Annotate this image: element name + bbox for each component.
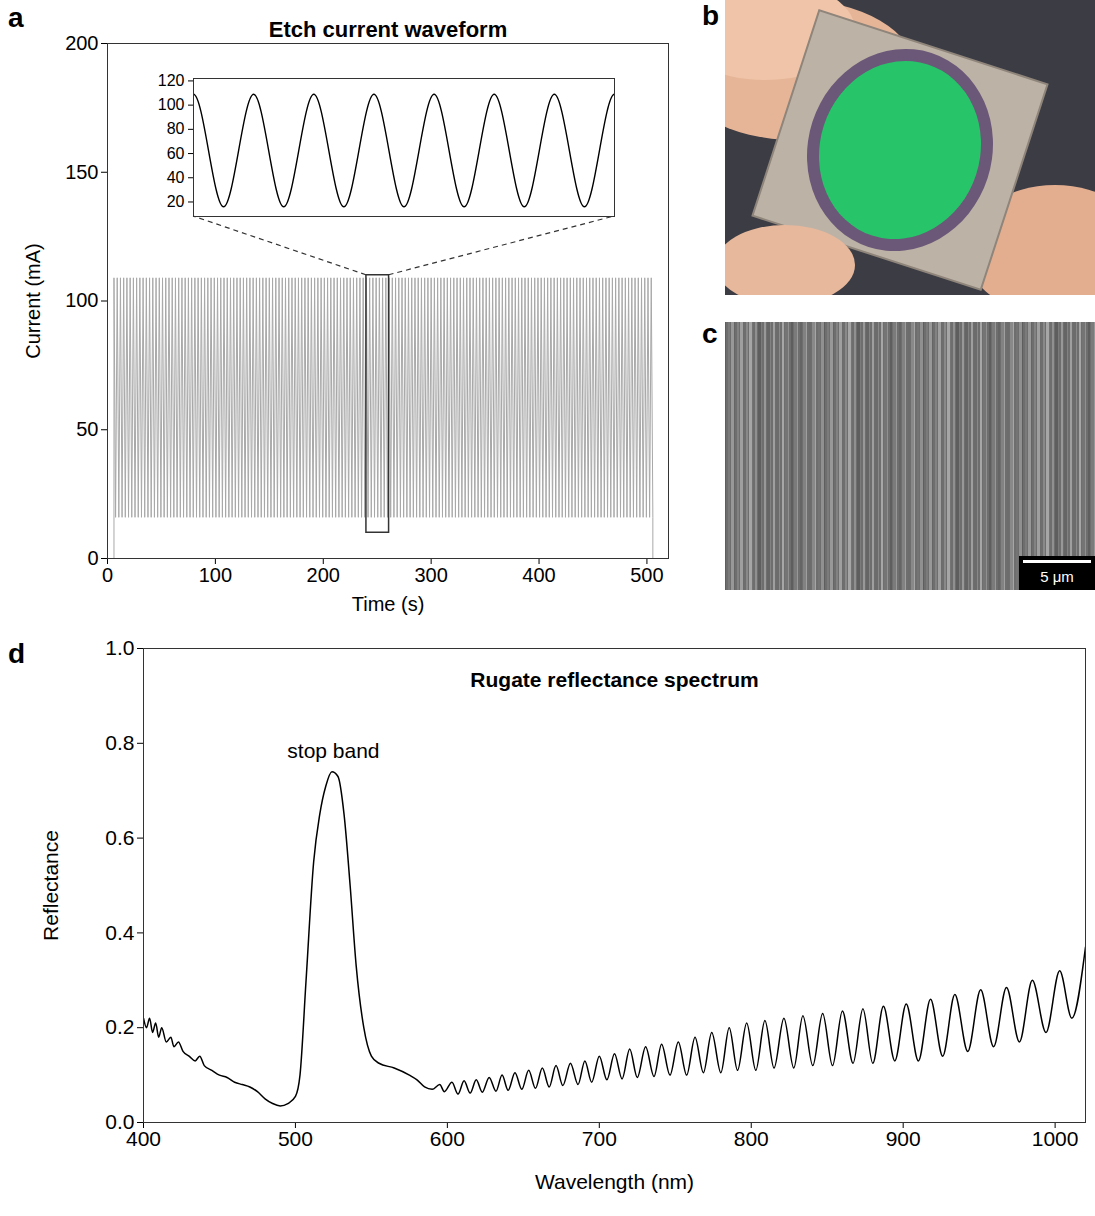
svg-text:400: 400 [126,1127,161,1150]
svg-text:500: 500 [630,564,663,586]
svg-text:stop band: stop band [287,739,379,762]
svg-text:1.0: 1.0 [105,636,134,659]
svg-text:100: 100 [199,564,232,586]
svg-text:Reflectance: Reflectance [39,830,62,941]
svg-text:0: 0 [87,547,98,569]
svg-text:Time (s): Time (s) [352,593,425,615]
svg-text:0.2: 0.2 [105,1015,134,1038]
svg-text:Etch current waveform: Etch current waveform [269,17,507,42]
svg-text:1000: 1000 [1032,1127,1079,1150]
svg-text:Current (mA): Current (mA) [22,243,44,359]
svg-text:600: 600 [430,1127,465,1150]
svg-text:5 μm: 5 μm [1040,568,1074,585]
svg-text:0.8: 0.8 [105,731,134,754]
svg-text:120: 120 [158,72,185,89]
html-text:b: b [702,0,720,31]
svg-text:100: 100 [65,289,98,311]
html-text:c: c [702,318,718,349]
svg-text:20: 20 [167,193,185,210]
svg-text:Wavelength (nm): Wavelength (nm) [535,1170,694,1193]
svg-text:Rugate reflectance spectrum: Rugate reflectance spectrum [470,668,758,691]
svg-text:0.0: 0.0 [105,1110,135,1134]
svg-text:900: 900 [886,1127,921,1150]
svg-text:0: 0 [102,564,113,586]
svg-text:80: 80 [167,120,185,137]
svg-text:0.6: 0.6 [105,826,134,849]
svg-text:500: 500 [278,1127,313,1150]
html-text:a: a [8,2,24,33]
svg-text:60: 60 [167,145,185,162]
html-text:d: d [8,638,26,669]
svg-text:300: 300 [414,564,447,586]
svg-text:200: 200 [307,564,340,586]
svg-text:0.4: 0.4 [105,921,135,944]
svg-text:40: 40 [167,169,185,186]
svg-text:50: 50 [76,418,98,440]
svg-text:800: 800 [734,1127,769,1150]
svg-text:150: 150 [65,161,98,183]
svg-text:400: 400 [522,564,555,586]
svg-text:100: 100 [158,96,185,113]
svg-text:200: 200 [65,32,98,54]
svg-text:700: 700 [582,1127,617,1150]
